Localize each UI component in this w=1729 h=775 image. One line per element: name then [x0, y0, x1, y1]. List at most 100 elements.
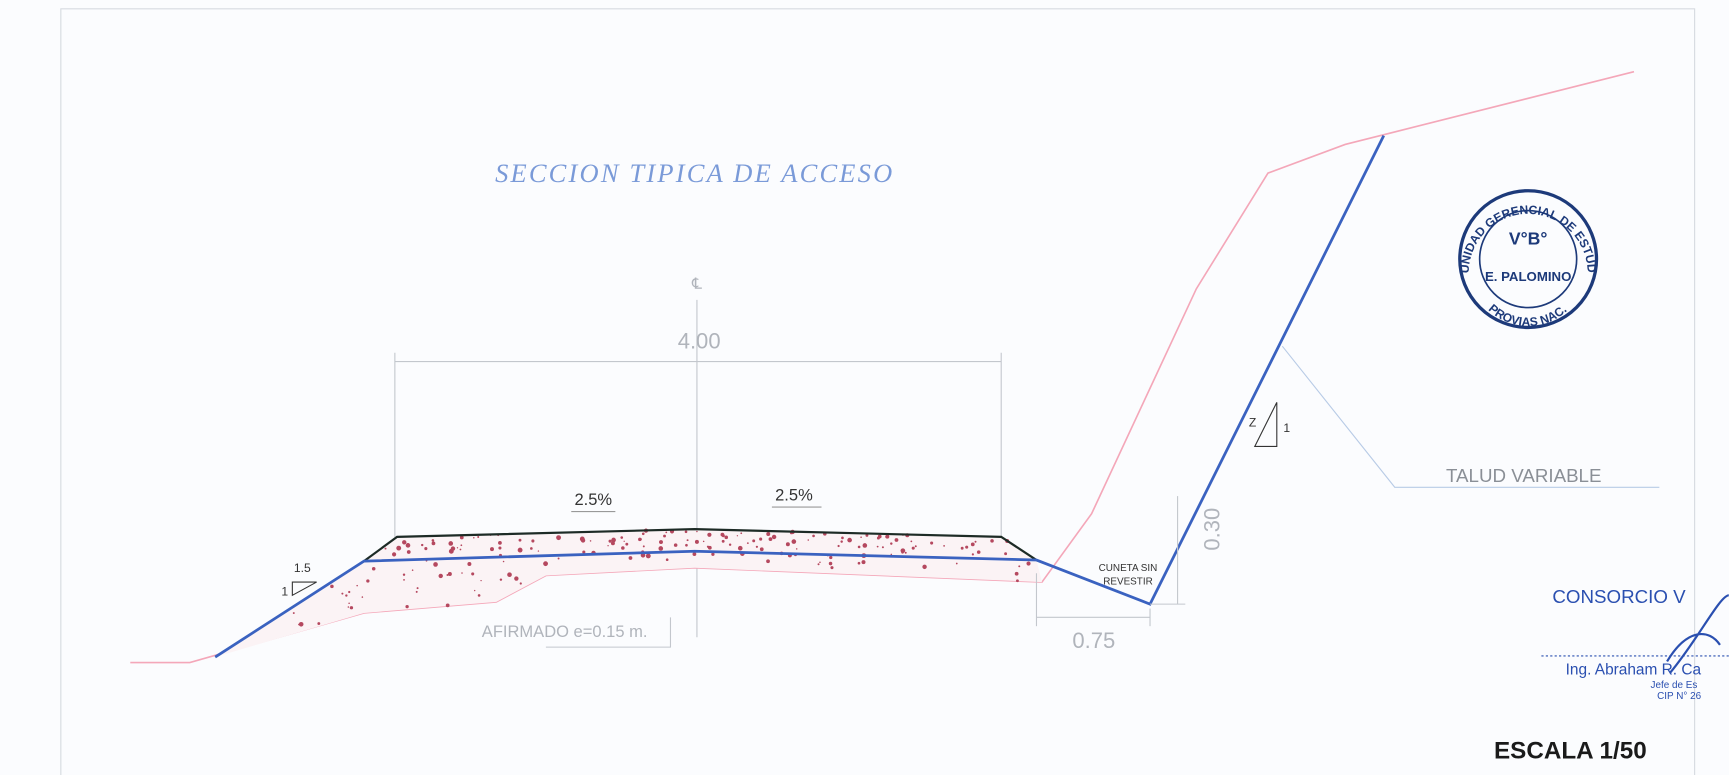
aggregate-dot	[361, 596, 364, 598]
aggregate-dot	[298, 621, 304, 627]
aggregate-dot	[766, 532, 771, 536]
aggregate-dot	[971, 553, 974, 556]
aggregate-dot	[686, 539, 689, 542]
stamp-text: V°B°	[1509, 229, 1548, 249]
aggregate-dot	[330, 584, 334, 589]
road-surface	[363, 528, 1038, 563]
aggregate-dot	[345, 594, 348, 597]
aggregate-dot	[960, 546, 964, 550]
aggregate-dot	[537, 550, 540, 552]
aggregate-dot	[759, 537, 763, 541]
aggregate-dot	[415, 590, 418, 593]
aggregate-dot	[384, 547, 387, 550]
crossfall: 2.5%	[574, 490, 612, 509]
aggregate-dot	[641, 532, 645, 536]
aggregate-dot	[621, 546, 625, 550]
aggregate-dot	[659, 540, 663, 545]
aggregate-dot	[480, 579, 482, 582]
aggregate-dot	[711, 552, 715, 556]
aggregate-dot	[974, 540, 977, 543]
aggregate-dot	[658, 546, 664, 551]
aggregate-dot	[828, 561, 833, 566]
aggregate-dot	[890, 542, 893, 545]
slope-triangle	[1253, 402, 1278, 448]
stamp-text: E. PALOMINO	[1485, 269, 1571, 284]
aggregate-dot	[885, 535, 888, 538]
aggregate-dot	[819, 561, 821, 564]
subgrade	[214, 134, 1385, 659]
aggregate-dot	[692, 552, 697, 556]
aggregate-dot	[663, 534, 666, 538]
dimension-4	[394, 352, 1002, 537]
width-label: 4.00	[678, 328, 721, 353]
aggregate-dot	[728, 543, 732, 546]
aggregate-dot	[904, 551, 907, 554]
aggregate-dot	[812, 534, 815, 538]
engineer: Ing. Abraham R. Ca	[1566, 662, 1702, 679]
aggregate-dot	[477, 535, 480, 538]
frame	[60, 8, 1696, 775]
aggregate-dot	[411, 569, 414, 571]
aggregate-dot	[406, 550, 411, 554]
aggregate-dot	[447, 572, 452, 577]
aggregate-dot	[543, 561, 548, 567]
ditch-depth: 0.30	[1199, 508, 1224, 551]
aggregate-dot	[890, 553, 893, 556]
aggregate-dot	[894, 538, 899, 542]
aggregate-dot	[694, 539, 699, 544]
aggregate-dot	[405, 605, 409, 609]
svg-text:℄: ℄	[691, 276, 702, 293]
aggregate-dot	[460, 544, 463, 547]
aggregate-dot	[857, 561, 861, 565]
aggregate-dot	[416, 587, 419, 590]
aggregate-dot	[431, 541, 436, 546]
aggregate-dot	[914, 545, 917, 548]
slope-v: 1	[281, 584, 288, 598]
aggregate-dot	[405, 543, 411, 548]
aggregate-dot	[461, 572, 463, 574]
aggregate-dot	[471, 572, 475, 576]
stamp-ring: PROVIAS NAC.	[1486, 301, 1569, 329]
aggregate-dot	[620, 536, 624, 539]
aggregate-dot	[610, 541, 615, 546]
aggregate-dot	[768, 537, 773, 541]
aggregate-dot	[556, 535, 562, 541]
aggregate-dot	[706, 545, 710, 548]
aggregate-dot	[752, 539, 756, 543]
aggregate-dot	[860, 536, 862, 538]
aggregate-dot	[862, 543, 868, 548]
signature-scribble	[1666, 594, 1729, 674]
aggregate-dot	[433, 562, 438, 567]
aggregate-dot	[1015, 579, 1019, 583]
aggregate-dot	[847, 537, 852, 543]
aggregate-dot	[724, 535, 729, 540]
aggregate-dot	[607, 545, 609, 547]
aggregate-dot	[817, 563, 820, 566]
aggregate-dot	[356, 584, 358, 587]
aggregate-dot	[519, 582, 522, 585]
aggregate-dot	[467, 562, 472, 566]
aggregate-dot	[877, 534, 882, 539]
aggregate-dot	[910, 540, 913, 543]
aggregate-dot	[499, 578, 503, 581]
cip: CIP N° 26	[1657, 691, 1701, 702]
aggregate-dot	[746, 542, 749, 545]
aggregate-dot	[317, 622, 321, 625]
aggregate-dot	[459, 535, 464, 540]
aggregate-dot	[371, 566, 376, 571]
aggregate-dot	[900, 548, 906, 553]
aggregate-dot	[737, 545, 743, 551]
aggregate-dot	[348, 590, 351, 594]
aggregate-dot	[922, 564, 927, 570]
aggregate-dot	[771, 534, 777, 540]
aggregate-dot	[611, 537, 616, 543]
leader	[545, 617, 672, 648]
aggregate-dot	[930, 541, 934, 545]
aggregate-dot	[625, 542, 629, 546]
aggregate-dot	[759, 547, 764, 552]
aggregate-dot	[865, 533, 869, 537]
crossfall: 2.5%	[775, 485, 813, 504]
aggregate-dot	[498, 540, 502, 545]
aggregate-dot	[976, 550, 981, 554]
